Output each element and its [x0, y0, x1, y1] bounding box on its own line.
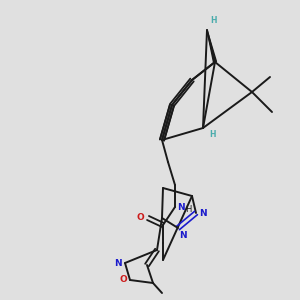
- Text: O: O: [136, 212, 144, 221]
- Text: H: H: [209, 130, 215, 139]
- Text: H: H: [210, 16, 217, 25]
- Polygon shape: [207, 30, 217, 62]
- Text: H: H: [185, 206, 191, 214]
- Text: N: N: [199, 208, 207, 217]
- Text: O: O: [119, 275, 127, 284]
- Text: N: N: [114, 259, 122, 268]
- Text: N: N: [177, 202, 184, 211]
- Text: N: N: [179, 231, 187, 240]
